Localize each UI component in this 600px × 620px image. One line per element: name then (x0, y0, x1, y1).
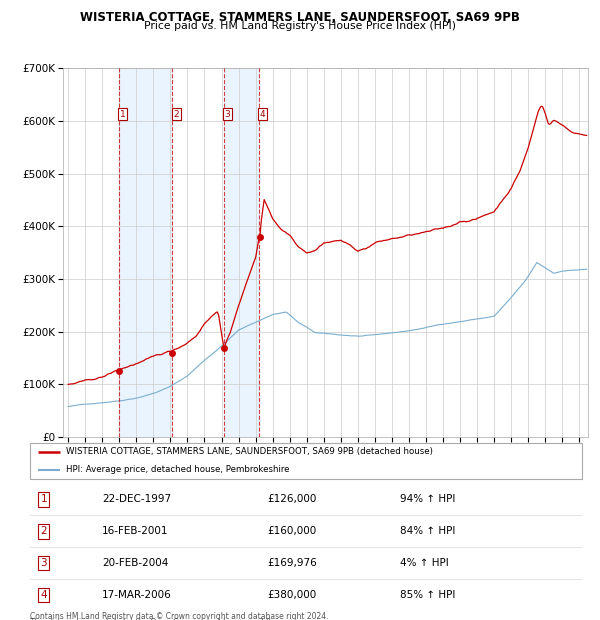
Text: Contains HM Land Registry data © Crown copyright and database right 2024.: Contains HM Land Registry data © Crown c… (30, 612, 329, 620)
Text: 3: 3 (40, 558, 47, 568)
Text: Price paid vs. HM Land Registry's House Price Index (HPI): Price paid vs. HM Land Registry's House … (144, 21, 456, 31)
Text: 85% ↑ HPI: 85% ↑ HPI (400, 590, 455, 600)
Text: £169,976: £169,976 (268, 558, 317, 568)
Text: WISTERIA COTTAGE, STAMMERS LANE, SAUNDERSFOOT, SA69 9PB: WISTERIA COTTAGE, STAMMERS LANE, SAUNDER… (80, 11, 520, 24)
Text: £160,000: £160,000 (268, 526, 317, 536)
Text: 2: 2 (40, 526, 47, 536)
Text: This data is licensed under the Open Government Licence v3.0.: This data is licensed under the Open Gov… (30, 618, 274, 620)
Text: £380,000: £380,000 (268, 590, 317, 600)
Text: 3: 3 (224, 110, 230, 119)
Bar (119, 68, 172, 437)
FancyBboxPatch shape (30, 443, 582, 479)
Text: 4% ↑ HPI: 4% ↑ HPI (400, 558, 449, 568)
Text: HPI: Average price, detached house, Pembrokeshire: HPI: Average price, detached house, Pemb… (66, 465, 289, 474)
Text: 22-DEC-1997: 22-DEC-1997 (102, 495, 171, 505)
Text: 16-FEB-2001: 16-FEB-2001 (102, 526, 168, 536)
Text: 94% ↑ HPI: 94% ↑ HPI (400, 495, 455, 505)
Bar (224, 68, 259, 437)
Text: WISTERIA COTTAGE, STAMMERS LANE, SAUNDERSFOOT, SA69 9PB (detached house): WISTERIA COTTAGE, STAMMERS LANE, SAUNDER… (66, 447, 433, 456)
Text: 1: 1 (40, 495, 47, 505)
Text: 2: 2 (173, 110, 179, 119)
Text: 1: 1 (119, 110, 125, 119)
Text: 17-MAR-2006: 17-MAR-2006 (102, 590, 172, 600)
Text: 4: 4 (260, 110, 266, 119)
Text: 4: 4 (40, 590, 47, 600)
Text: 84% ↑ HPI: 84% ↑ HPI (400, 526, 455, 536)
Text: 20-FEB-2004: 20-FEB-2004 (102, 558, 168, 568)
Text: £126,000: £126,000 (268, 495, 317, 505)
